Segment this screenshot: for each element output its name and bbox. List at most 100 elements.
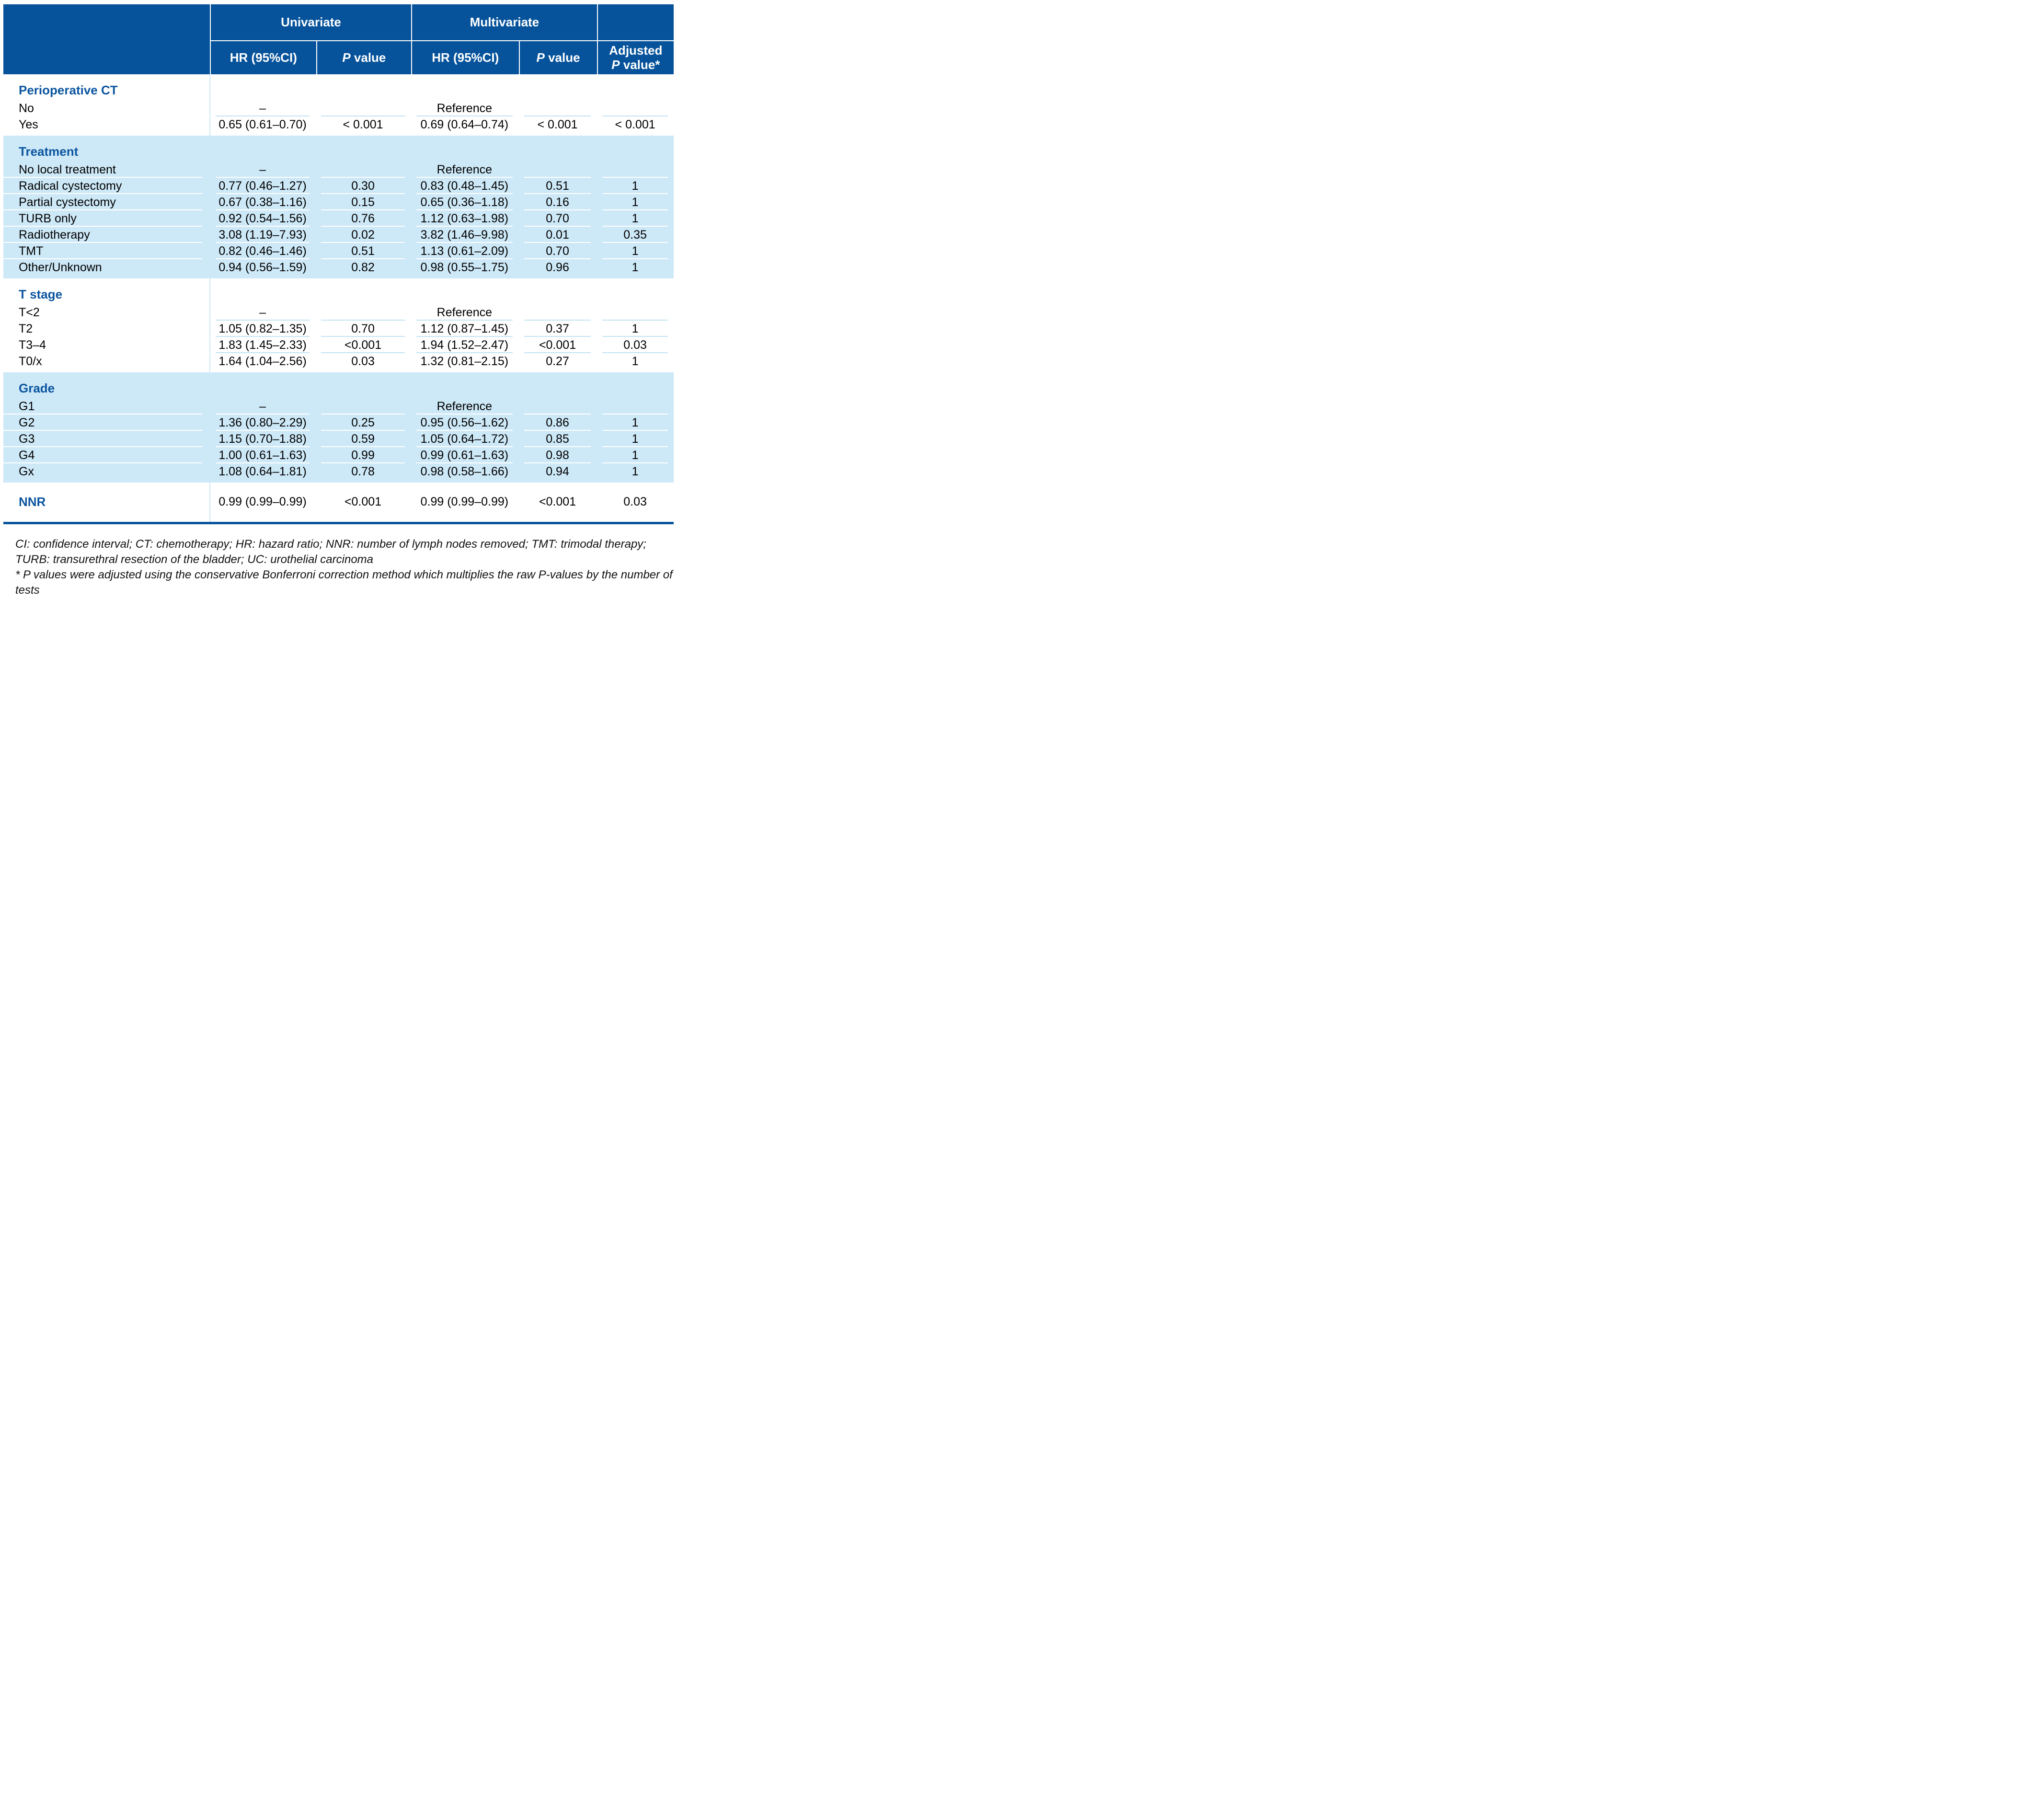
- row-label: Partial cystectomy: [3, 194, 210, 210]
- section-title: T stage: [19, 287, 63, 301]
- section-title-row: Treatment: [3, 141, 674, 161]
- row-label: TMT: [3, 243, 210, 259]
- cell-multivariate-hr: 1.05 (0.64–1.72): [411, 431, 518, 447]
- row-label: TURB only: [3, 210, 210, 227]
- table-row: G1 – Reference: [3, 398, 674, 415]
- cell-multivariate-p: <0.001: [518, 337, 597, 353]
- cell-adjusted-p: 0.35: [597, 227, 674, 243]
- cell-univariate-hr: 1.00 (0.61–1.63): [210, 447, 315, 463]
- table-row: G4 1.00 (0.61–1.63) 0.99 0.99 (0.61–1.63…: [3, 447, 674, 463]
- cell-adjusted-p: [597, 161, 674, 178]
- row-label: T2: [3, 321, 210, 337]
- cell-univariate-p: 0.82: [351, 260, 375, 274]
- table-row: T2 1.05 (0.82–1.35) 0.70 1.12 (0.87–1.45…: [3, 321, 674, 337]
- cell-univariate-hr: –: [210, 304, 315, 321]
- cell-multivariate-hr: 1.12 (0.63–1.98): [411, 210, 518, 227]
- row-label: G4: [3, 447, 210, 463]
- cell-multivariate-hr: Reference: [411, 161, 518, 178]
- section-title: Treatment: [19, 144, 79, 159]
- cell-adjusted-p: 1: [597, 178, 674, 194]
- cell-adjusted-p: 1: [597, 431, 674, 447]
- table-row: Other/Unknown 0.94 (0.56–1.59) 0.82 0.98…: [3, 259, 674, 276]
- cell-multivariate-hr: 0.98 (0.58–1.66): [420, 464, 509, 478]
- section-title-row: T stage: [3, 284, 674, 304]
- cell-univariate-p: <0.001: [344, 495, 382, 508]
- table-row: T0/x 1.64 (1.04–2.56) 0.03 1.32 (0.81–2.…: [3, 353, 674, 369]
- section-title: Grade: [19, 380, 55, 395]
- cell-multivariate-hr: 1.94 (1.52–2.47): [411, 337, 518, 353]
- cell-multivariate-hr: 0.83 (0.48–1.45): [411, 178, 518, 194]
- cell-adjusted-p: 1: [597, 321, 674, 337]
- row-label: Radiotherapy: [3, 227, 210, 243]
- cell-multivariate-p: < 0.001: [537, 117, 578, 131]
- cell-adjusted-p: [597, 398, 674, 415]
- section-nnr: NNR 0.99 (0.99–0.99) <0.001 0.99 (0.99–0…: [3, 483, 674, 522]
- header-multivariate-p: P value: [518, 41, 597, 74]
- cell-univariate-p: < 0.001: [343, 117, 383, 131]
- analysis-table: Univariate Multivariate HR (95%CI) P val…: [3, 4, 674, 524]
- table-footnotes: CI: confidence interval; CT: chemotherap…: [15, 537, 674, 598]
- cell-univariate-hr: 1.15 (0.70–1.88): [210, 431, 315, 447]
- section-grade: Grade G1 – Reference G2 1.36 (0.80–2.29)…: [3, 372, 674, 483]
- row-label: Yes: [19, 117, 38, 131]
- table-row: NNR 0.99 (0.99–0.99) <0.001 0.99 (0.99–0…: [3, 491, 674, 512]
- cell-univariate-p: 0.03: [351, 354, 375, 368]
- cell-adjusted-p: 0.03: [623, 495, 647, 508]
- header-empty-label-cell: [3, 4, 210, 74]
- cell-adjusted-p: [597, 304, 674, 321]
- header-group-adjusted-empty: [597, 4, 674, 40]
- table-row: No local treatment – Reference: [3, 161, 674, 178]
- header-column-row: HR (95%CI) P value HR (95%CI) P value Ad…: [210, 40, 674, 74]
- cell-multivariate-hr: 1.32 (0.81–2.15): [420, 354, 509, 368]
- cell-adjusted-p: 1: [597, 210, 674, 227]
- row-label: G1: [3, 398, 210, 415]
- cell-adjusted-p: 0.03: [597, 337, 674, 353]
- table-row: Gx 1.08 (0.64–1.81) 0.78 0.98 (0.58–1.66…: [3, 463, 674, 480]
- header-multivariate-hr: HR (95%CI): [411, 41, 519, 74]
- table-row: T<2 – Reference: [3, 304, 674, 321]
- cell-univariate-p: 0.51: [315, 243, 411, 259]
- cell-multivariate-hr: 0.99 (0.61–1.63): [411, 447, 518, 463]
- cell-multivariate-p: <0.001: [539, 495, 576, 508]
- header-group-row: Univariate Multivariate: [211, 4, 674, 40]
- cell-multivariate-hr: 0.98 (0.55–1.75): [420, 260, 509, 274]
- table-row: TURB only 0.92 (0.54–1.56) 0.76 1.12 (0.…: [3, 210, 674, 227]
- cell-univariate-hr: 0.92 (0.54–1.56): [210, 210, 315, 227]
- cell-multivariate-p: 0.16: [518, 194, 597, 210]
- cell-multivariate-p: 0.86: [518, 415, 597, 431]
- cell-multivariate-p: 0.01: [518, 227, 597, 243]
- table-bottom-rule: [3, 522, 674, 524]
- cell-multivariate-p: 0.70: [518, 243, 597, 259]
- cell-univariate-p: <0.001: [315, 337, 411, 353]
- cell-univariate-hr: –: [210, 100, 315, 116]
- cell-univariate-p: 0.02: [315, 227, 411, 243]
- cell-univariate-p: 0.76: [315, 210, 411, 227]
- row-label-nnr: NNR: [19, 494, 46, 509]
- table-row: G3 1.15 (0.70–1.88) 0.59 1.05 (0.64–1.72…: [3, 431, 674, 447]
- table-row: Radiotherapy 3.08 (1.19–7.93) 0.02 3.82 …: [3, 227, 674, 243]
- section-t-stage: T stage T<2 – Reference T2 1.05 (0.82–1.…: [3, 278, 674, 372]
- cell-multivariate-p: 0.85: [518, 431, 597, 447]
- section-title: Perioperative CT: [19, 82, 118, 97]
- row-label: Other/Unknown: [19, 260, 102, 274]
- cell-univariate-p: 0.70: [315, 321, 411, 337]
- cell-multivariate-hr: 3.82 (1.46–9.98): [411, 227, 518, 243]
- cell-multivariate-hr: 0.65 (0.36–1.18): [411, 194, 518, 210]
- cell-univariate-p: [315, 100, 411, 116]
- table-row: T3–4 1.83 (1.45–2.33) <0.001 1.94 (1.52–…: [3, 337, 674, 353]
- cell-univariate-hr: 0.65 (0.61–0.70): [218, 117, 307, 131]
- row-label: No local treatment: [3, 161, 210, 178]
- cell-multivariate-hr: 1.12 (0.87–1.45): [411, 321, 518, 337]
- cell-multivariate-p: 0.94: [546, 464, 569, 478]
- table-row: No – Reference: [3, 100, 674, 116]
- row-label: G2: [3, 415, 210, 431]
- row-label: Gx: [19, 464, 34, 478]
- cell-univariate-hr: 0.94 (0.56–1.59): [218, 260, 307, 274]
- cell-univariate-hr: 1.05 (0.82–1.35): [210, 321, 315, 337]
- cell-univariate-hr: –: [210, 161, 315, 178]
- cell-univariate-p: 0.25: [315, 415, 411, 431]
- cell-univariate-p: 0.99: [315, 447, 411, 463]
- table-row: Partial cystectomy 0.67 (0.38–1.16) 0.15…: [3, 194, 674, 210]
- section-title-row: Grade: [3, 378, 674, 398]
- cell-multivariate-hr: Reference: [411, 304, 518, 321]
